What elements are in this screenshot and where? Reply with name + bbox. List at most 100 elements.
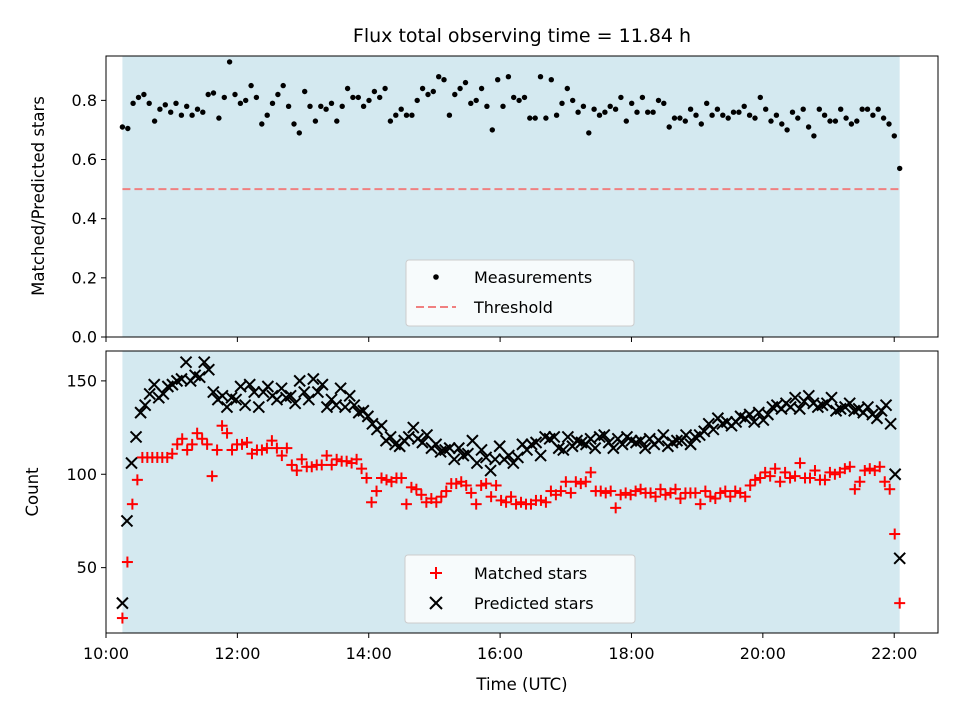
measurement-point: [886, 121, 892, 127]
predicted-star-point: [607, 441, 620, 455]
matched-star-point: [565, 487, 577, 499]
matched-legend-marker: [430, 567, 442, 579]
predicted-star-stroke: [561, 430, 575, 444]
predicted-star-stroke: [825, 391, 838, 404]
measurement-point: [612, 106, 619, 112]
matched-star-point: [376, 472, 388, 484]
predicted-star-stroke: [802, 389, 815, 403]
matched-star-point: [415, 489, 427, 501]
measurement-point: [752, 115, 758, 121]
measurement-point: [805, 124, 812, 130]
predicted-star-point: [452, 441, 465, 455]
measurement-point: [532, 115, 538, 121]
matched-star-point: [844, 461, 856, 473]
predicted-star-point: [670, 434, 684, 447]
predicted-star-stroke: [375, 419, 388, 432]
measurement-point: [296, 130, 302, 136]
matched-star-point: [256, 444, 268, 456]
predicted-star-stroke: [293, 374, 306, 388]
top-y-tick-label: 0.2: [72, 268, 97, 287]
predicted-star-point: [475, 443, 488, 457]
measurement-point: [671, 115, 678, 121]
measurement-point: [489, 127, 495, 133]
predicted-star-point: [134, 406, 147, 419]
measurement-point: [473, 97, 479, 104]
measurement-point: [698, 121, 704, 127]
predicted-star-point: [534, 449, 547, 462]
measurement-point: [462, 79, 469, 86]
x-tick-label: 22:00: [871, 644, 917, 663]
matched-star-point: [316, 459, 328, 471]
predicted-star-stroke: [443, 441, 456, 455]
predicted-star-stroke: [843, 397, 856, 410]
predicted-star-stroke: [616, 438, 629, 451]
predicted-star-stroke: [311, 385, 325, 399]
matched-star-point: [854, 476, 866, 488]
measurement-point: [784, 127, 790, 133]
matched-star-point: [351, 453, 363, 465]
bottom-legend-box: [404, 554, 636, 624]
top-x-ticks: [105, 337, 895, 342]
matched-star-point: [341, 455, 353, 467]
matched-star-point: [620, 487, 632, 499]
measurement-point: [269, 100, 276, 107]
predicted-star-stroke: [570, 434, 584, 447]
measurement-point: [360, 103, 367, 110]
predicted-star-point: [193, 370, 206, 384]
matched-star-point: [505, 491, 517, 503]
predicted-star-point: [198, 355, 211, 369]
predicted-star-stroke: [748, 415, 761, 429]
measurement-point: [891, 133, 897, 139]
matched-star-point: [789, 470, 801, 482]
bottom-y-tick-label: 150: [66, 371, 97, 390]
matched-star-point: [754, 472, 766, 484]
predicted-star-point: [202, 363, 215, 376]
matched-star-point: [281, 442, 293, 454]
predicted-star-point: [125, 456, 138, 470]
matched-star-point: [371, 485, 383, 497]
measurement-point: [757, 94, 763, 101]
predicted-star-point: [148, 378, 161, 391]
predicted-star-point: [288, 397, 302, 410]
measurement-point: [607, 103, 613, 110]
measurement-point: [746, 112, 753, 118]
predicted-star-stroke: [270, 393, 284, 406]
matched-star-point: [714, 487, 726, 499]
predicted-star-point: [461, 447, 475, 460]
predicted-legend-marker: [429, 596, 443, 610]
predicted-star-point: [120, 514, 134, 528]
measurement-point: [398, 106, 404, 112]
measurement-point: [629, 100, 635, 107]
matched-star-point: [201, 438, 213, 450]
matched-star-point: [585, 466, 597, 478]
predicted-star-point: [229, 393, 243, 406]
predicted-star-stroke: [529, 436, 543, 449]
matched-star-point: [600, 487, 612, 499]
measurement-point: [875, 106, 881, 112]
matched-star-point: [784, 472, 796, 484]
matched-star-point: [500, 496, 512, 508]
predicted-star-stroke: [670, 434, 684, 447]
measurement-point: [859, 106, 865, 112]
measurement-point: [168, 109, 174, 115]
measurement-point: [618, 94, 624, 101]
measurement-point: [430, 88, 436, 95]
predicted-star-point: [825, 391, 838, 404]
predicted-star-stroke: [420, 428, 434, 442]
matched-star-point: [171, 438, 183, 450]
matched-star-point: [480, 478, 492, 490]
predicted-star-stroke: [788, 391, 802, 404]
matched-star-point: [296, 453, 308, 465]
measurement-point: [350, 94, 356, 101]
predicted-star-stroke: [288, 397, 302, 410]
predicted-star-point: [616, 438, 629, 451]
matched-star-point: [719, 485, 731, 497]
matched-star-point: [650, 491, 662, 503]
matched-star-point: [779, 466, 791, 478]
matched-star-point: [744, 479, 756, 491]
top-panel: 0.0 0.2 0.4 0.6 0.8 Flux total observing tim…: [29, 25, 939, 347]
matched-star-point: [764, 470, 776, 482]
predicted-star-stroke: [220, 400, 234, 414]
top-legend: Measurements Threshold: [405, 259, 635, 327]
measurement-point: [275, 91, 281, 98]
